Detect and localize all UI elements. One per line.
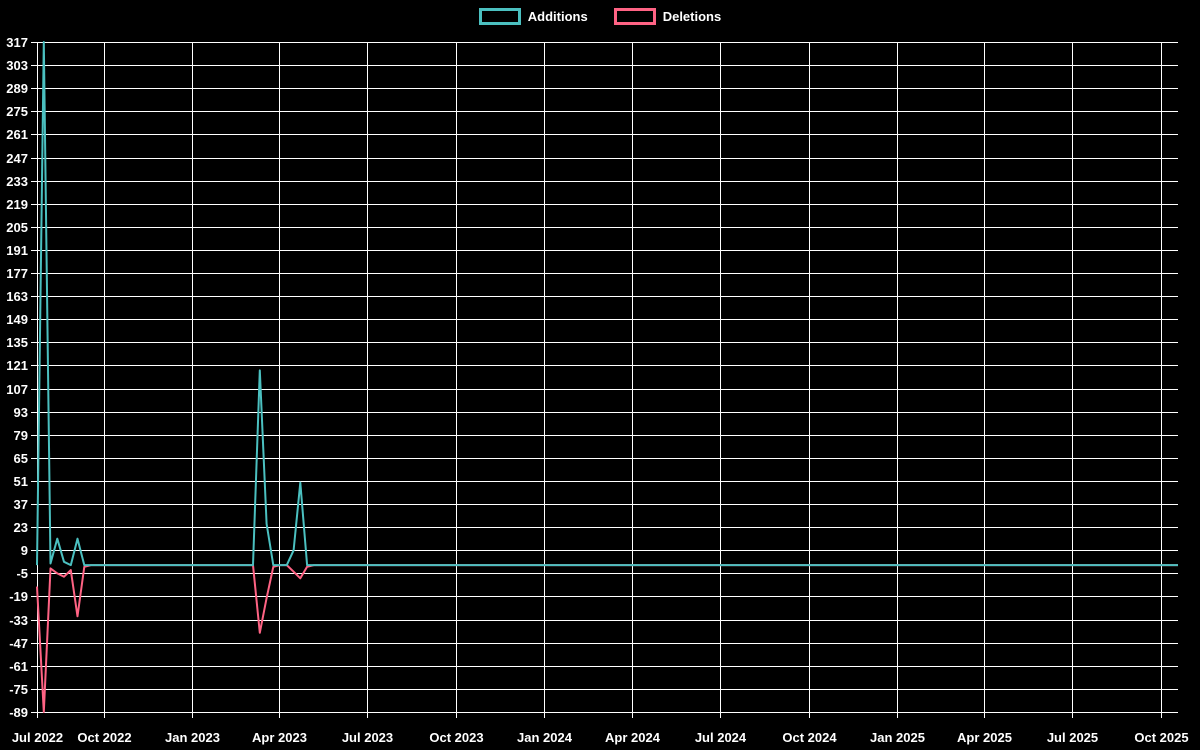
deletions-line [36,564,1178,713]
legend-item-additions[interactable]: Additions [478,8,588,25]
y-tick-label: 23 [14,520,28,535]
y-tick-label: 177 [6,266,28,281]
y-tick-label: -89 [9,705,28,720]
x-tick-label: Jan 2025 [870,730,925,745]
additions-legend-label: Additions [527,9,588,24]
x-tick-label: Apr 2024 [605,730,661,745]
y-tick-label: 275 [6,104,28,119]
y-tick-label: 37 [14,497,28,512]
x-tick-label: Jul 2022 [12,730,63,745]
y-tick-label: 163 [6,289,28,304]
x-tick-label: Oct 2023 [429,730,483,745]
y-tick-label: 65 [14,451,28,466]
deletions-legend-label: Deletions [662,9,722,24]
x-tick-label: Jul 2024 [695,730,747,745]
x-tick-label: Oct 2022 [77,730,131,745]
x-tick-label: Jan 2024 [517,730,573,745]
y-tick-label: 289 [6,81,28,96]
y-tick-label: -47 [9,636,28,651]
y-tick-label: 9 [21,543,28,558]
y-tick-label: 191 [6,243,28,258]
y-tick-label: 121 [6,358,28,373]
x-tick-label: Jul 2025 [1047,730,1098,745]
y-tick-label: 233 [6,174,28,189]
y-tick-label: -19 [9,589,28,604]
legend-item-deletions[interactable]: Deletions [613,8,722,25]
y-tick-label: -33 [9,613,28,628]
y-tick-label: 247 [6,151,28,166]
y-tick-label: -5 [16,566,28,581]
y-tick-label: -61 [9,659,28,674]
y-tick-label: 135 [6,335,28,350]
additions-line [36,41,1178,567]
y-tick-label: 261 [6,127,28,142]
x-tick-label: Oct 2024 [782,730,837,745]
y-tick-label: 205 [6,220,28,235]
x-tick-label: Oct 2025 [1134,730,1188,745]
x-tick-label: Apr 2025 [957,730,1012,745]
additions-legend-swatch [478,8,521,25]
y-tick-label: 107 [6,382,28,397]
deletions-legend-swatch [613,8,656,25]
y-tick-label: 93 [14,405,28,420]
y-tick-label: 51 [14,474,28,489]
x-tick-label: Jul 2023 [342,730,393,745]
y-tick-label: 79 [14,428,28,443]
y-tick-label: -75 [9,682,28,697]
x-tick-label: Jan 2023 [165,730,220,745]
y-tick-label: 219 [6,197,28,212]
chart-legend: Additions Deletions [0,8,1200,25]
y-tick-label: 149 [6,312,28,327]
y-tick-label: 303 [6,58,28,73]
x-tick-label: Apr 2023 [252,730,307,745]
y-tick-label: 317 [6,35,28,50]
